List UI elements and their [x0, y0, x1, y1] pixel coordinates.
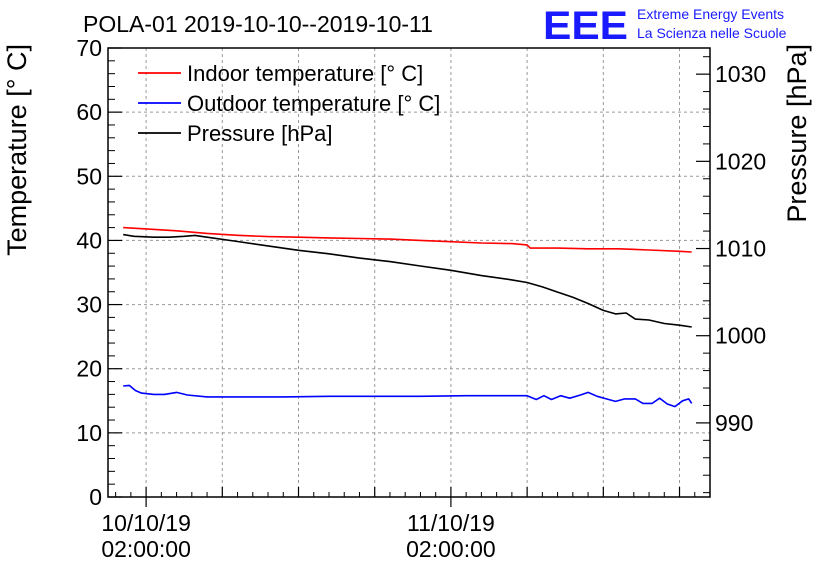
y-right-tick-label: 1010 [715, 236, 766, 262]
series [123, 226, 693, 408]
y-right-tick-label: 990 [715, 410, 753, 436]
logo-line1: Extreme Energy Events [637, 6, 784, 22]
y-left-tick-label: 60 [76, 99, 102, 125]
x-tick-label-date: 11/10/19 [407, 510, 495, 536]
logo-line2: La Scienza nelle Scuole [637, 25, 787, 41]
y-left-tick-label: 20 [76, 356, 102, 382]
plot-frame [107, 47, 711, 498]
y-right-tick-label: 1000 [715, 323, 766, 349]
y-right-tick-label: 1030 [715, 61, 766, 87]
x-tick-label-time: 02:00:00 [101, 536, 191, 562]
x-tick-label-time: 02:00:00 [406, 536, 496, 562]
x-tick-label-date: 10/10/19 [101, 510, 191, 536]
chart-title: POLA-01 2019-10-10--2019-10-11 [83, 11, 433, 37]
series-line-0 [123, 226, 692, 253]
logo: EEE Extreme Energy Events La Scienza nel… [543, 4, 787, 48]
y-left-tick-label: 30 [76, 292, 102, 318]
logo-mark: EEE [543, 4, 628, 48]
legend-label-0: Indoor temperature [° C] [187, 61, 423, 86]
y-left-tick-label: 40 [76, 227, 102, 253]
series-line-2 [123, 233, 692, 328]
y-left-tick-label: 50 [76, 163, 102, 189]
y-axis-right-label: Pressure [hPa] [782, 44, 812, 223]
y-left-tick-label: 0 [89, 484, 102, 510]
series-line-1 [123, 384, 693, 408]
y-left-tick-label: 70 [76, 35, 102, 61]
axes: 010203040506070990100010101020103010/10/… [76, 35, 766, 562]
y-right-tick-label: 1020 [715, 148, 766, 174]
y-axis-left-label: Temperature [° C] [2, 44, 32, 256]
legend-label-1: Outdoor temperature [° C] [187, 91, 440, 116]
legend-label-2: Pressure [hPa] [187, 121, 333, 146]
y-left-tick-label: 10 [76, 420, 102, 446]
legend: Indoor temperature [° C] Outdoor temperat… [138, 61, 440, 146]
